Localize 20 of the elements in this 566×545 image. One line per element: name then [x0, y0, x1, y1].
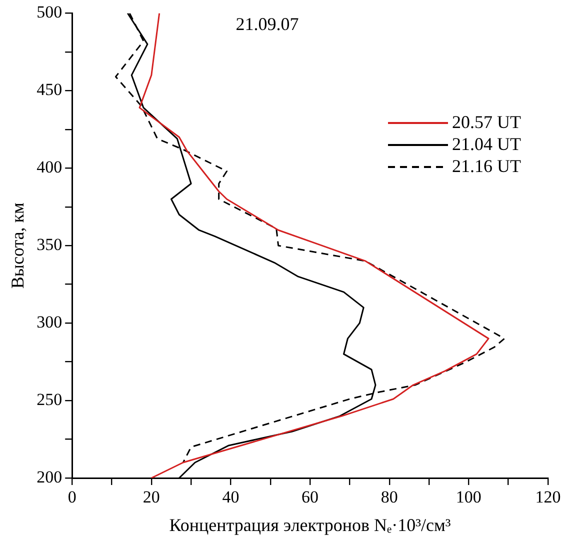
x-tick-label: 60 [302, 488, 319, 507]
y-tick-label: 350 [36, 235, 62, 254]
y-tick-label: 450 [36, 80, 62, 100]
x-tick-label: 40 [222, 488, 240, 507]
y-tick-label: 400 [36, 158, 62, 177]
x-axis-title: Концентрация электронов Nₑ·10³/см³ [169, 514, 452, 535]
y-tick-label: 250 [36, 390, 62, 409]
y-axis-title: Высота, км [8, 202, 28, 289]
x-tick-label: 120 [535, 488, 561, 507]
y-tick-label: 200 [36, 467, 62, 486]
legend-label: 21.16 UT [452, 156, 521, 176]
x-tick-label: 100 [456, 488, 482, 507]
y-tick-label: 500 [36, 2, 62, 22]
x-tick-label: 0 [68, 488, 76, 507]
legend-label: 20.57 UT [452, 112, 521, 132]
annotation: 21.09.07 [236, 14, 299, 34]
legend-label: 21.04 UT [452, 134, 521, 154]
x-tick-label: 20 [142, 488, 160, 507]
y-tick-label: 300 [36, 312, 62, 332]
x-tick-label: 80 [380, 488, 398, 507]
